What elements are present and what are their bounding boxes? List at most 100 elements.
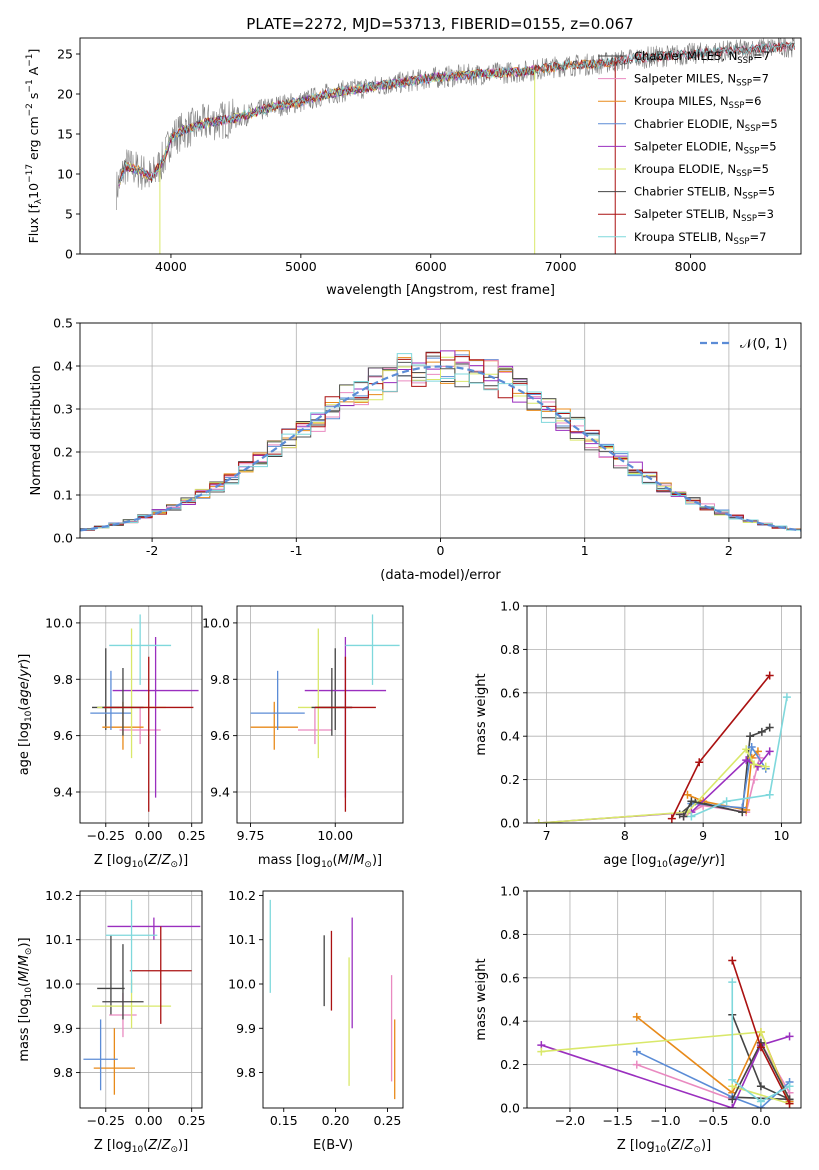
- y-tick-label: 10.0: [45, 615, 73, 630]
- panel-mass_vs_ebv: 0.15 0.20 0.25 9.8 9.9 10.0 10.1 10.2 E(B-V): [228, 888, 404, 1153]
- y-tick-label: 0.3: [53, 402, 73, 417]
- axes-frame: [79, 605, 203, 824]
- y-tick-label: 10.0: [202, 615, 230, 630]
- x-tick-label: 9: [699, 828, 707, 843]
- axes-frame: [262, 890, 404, 1109]
- y-tick-label: 9.8: [53, 1065, 73, 1080]
- y-tick-label: 25: [57, 47, 73, 62]
- weight-marker: [728, 1104, 737, 1108]
- weight-marker: [785, 1032, 794, 1041]
- x-axis-label: mass [log10(M/M⊙)]: [258, 853, 382, 870]
- x-tick-label: −0.25: [87, 1113, 125, 1128]
- weight-line: [691, 697, 788, 818]
- y-tick-label: 0: [65, 247, 73, 262]
- panel-weight_vs_Z: −2.0 −1.5 −1.0 −0.5 0.0 0.0 0.2 0.4 0.6 0.8 1.0 Z […: [474, 884, 802, 1155]
- panel-spectrum: 4000 5000 6000 7000 8000 0 5 10 15 20 25 wavelength…: [25, 37, 802, 298]
- x-tick-label: 0.20: [322, 1113, 350, 1128]
- y-tick-label: 10.0: [45, 977, 73, 992]
- y-tick-label: 0.0: [53, 531, 73, 546]
- y-tick-label: 0.4: [53, 359, 73, 374]
- y-axis-label: mass [log10(M/M⊙)]: [17, 937, 34, 1061]
- weight-marker: [667, 814, 676, 823]
- weight-line: [636, 1050, 791, 1108]
- weight-marker: [679, 812, 688, 821]
- legend-label: Kroupa ELODIE, NSSP=5: [634, 162, 769, 179]
- x-axis-label: E(B-V): [313, 1138, 353, 1153]
- x-tick-label: −0.5: [698, 1113, 728, 1128]
- panel-residuals: -2 -1 0 1 2 0.0 0.1 0.2 0.3 0.4 0.5 (data-model)/er…: [29, 316, 802, 583]
- weight-line: [541, 1031, 791, 1105]
- panel-age_vs_mass: 9.75 10.00 9.4 9.6 9.8 10.0 mass [log10(M/M⊙)]: [202, 605, 404, 870]
- weight-marker: [728, 1095, 737, 1104]
- weight-marker: [742, 756, 751, 765]
- weight-line: [538, 747, 766, 823]
- weight-marker: [728, 1075, 737, 1084]
- y-axis-label: mass weight: [474, 958, 489, 1040]
- x-tick-label: 10: [773, 828, 789, 843]
- x-tick-label: −0.25: [87, 828, 125, 843]
- x-tick-label: 0.0: [751, 1113, 771, 1128]
- weight-marker: [765, 723, 774, 732]
- x-axis-label: age [log10(age/yr)]: [603, 853, 725, 870]
- weight-marker: [750, 760, 759, 769]
- x-tick-label: 2: [725, 543, 733, 558]
- y-tick-label: 0.0: [500, 816, 520, 831]
- y-tick-label: 0.2: [500, 1057, 520, 1072]
- legend-label: Chabrier MILES, NSSP=7: [634, 49, 770, 66]
- x-axis-label: Z [log10(Z/Z⊙)]: [94, 853, 188, 870]
- x-tick-label: −1.5: [603, 1113, 633, 1128]
- plot-area: [116, 38, 795, 254]
- axes-frame: [526, 605, 802, 824]
- weight-line: [731, 982, 790, 1103]
- model-spectrum: [118, 41, 795, 183]
- y-tick-label: 0.6: [500, 685, 520, 700]
- panel-mass_vs_Z: −0.25 0.00 0.25 9.8 9.9 10.0 10.1 10.2 Z [log10(…: [17, 888, 206, 1155]
- weight-marker: [683, 790, 692, 799]
- weight-marker: [728, 956, 737, 965]
- y-tick-label: 0.2: [500, 772, 520, 787]
- x-tick-label: 0.25: [178, 1113, 206, 1128]
- x-tick-label: 0.25: [178, 828, 206, 843]
- y-tick-label: 0.4: [500, 1014, 520, 1029]
- weight-marker: [765, 671, 774, 680]
- x-tick-label: 0.00: [135, 1113, 163, 1128]
- y-tick-label: 9.4: [210, 785, 230, 800]
- weight-marker: [632, 1012, 641, 1021]
- axes-frame: [79, 890, 203, 1109]
- x-tick-label: 10.00: [317, 828, 353, 843]
- y-tick-label: 0.4: [500, 729, 520, 744]
- x-tick-label: 7: [543, 828, 551, 843]
- x-tick-label: 0: [437, 543, 445, 558]
- weight-marker: [687, 797, 696, 806]
- plot-area: [250, 614, 400, 812]
- normal-curve: [80, 365, 801, 532]
- legend-label: Salpeter MILES, NSSP=7: [634, 72, 769, 89]
- weight-marker: [738, 808, 747, 817]
- axes-frame: [526, 890, 802, 1109]
- panel-weight_vs_age: 7 8 9 10 0.0 0.2 0.4 0.6 0.8 1.0 age [log10(age/yr…: [474, 599, 802, 870]
- model-spectrum: [118, 42, 795, 184]
- weight-marker: [537, 1047, 546, 1056]
- weight-marker: [750, 775, 759, 784]
- y-tick-label: 9.9: [53, 1021, 73, 1036]
- weight-marker: [632, 1047, 641, 1056]
- y-tick-label: 9.6: [210, 728, 230, 743]
- x-axis-label: (data-model)/error: [380, 568, 501, 583]
- x-tick-label: 0.15: [270, 1113, 298, 1128]
- figure-title: PLATE=2272, MJD=53713, FIBERID=0155, z=0…: [246, 15, 633, 33]
- legend-label: Kroupa STELIB, NSSP=7: [634, 230, 766, 247]
- x-axis-label: Z [log10(Z/Z⊙)]: [617, 1138, 711, 1155]
- weight-marker: [728, 978, 737, 987]
- x-axis-label: wavelength [Angstrom, rest frame]: [326, 283, 555, 298]
- weight-line: [541, 1035, 790, 1108]
- legend-label: Chabrier STELIB, NSSP=5: [634, 185, 775, 202]
- x-tick-label: 0.00: [135, 828, 163, 843]
- y-tick-label: 9.6: [53, 728, 73, 743]
- x-tick-label: −1.0: [650, 1113, 680, 1128]
- y-tick-label: 9.8: [53, 672, 73, 687]
- weight-marker: [785, 1099, 794, 1108]
- y-tick-label: 0.6: [500, 970, 520, 985]
- legend: Chabrier MILES, NSSP=7 Salpeter MILES, NS…: [598, 49, 778, 247]
- y-tick-label: 9.8: [236, 1065, 256, 1080]
- weight-marker: [765, 747, 774, 756]
